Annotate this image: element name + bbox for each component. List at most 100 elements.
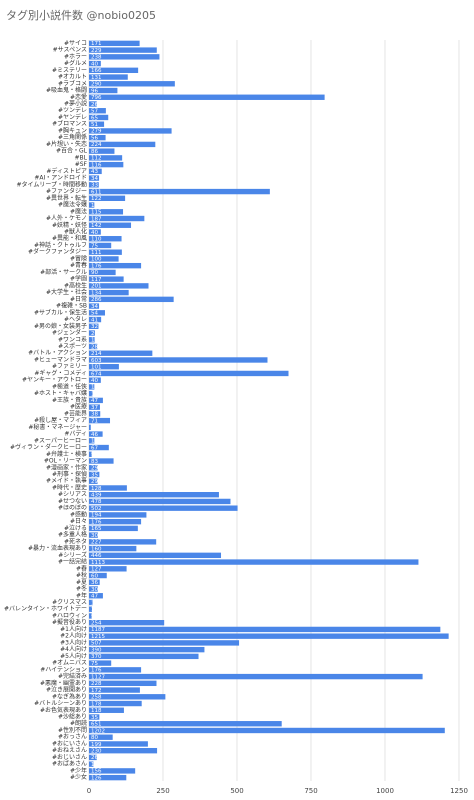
value-label: 41 — [91, 317, 98, 323]
y-tick-label: #多重人格 — [58, 531, 87, 539]
bar — [89, 774, 127, 781]
value-label: 20 — [91, 331, 98, 337]
bar — [89, 390, 93, 397]
value-label: 279 — [91, 129, 102, 135]
y-tick-label: #冬 — [76, 585, 87, 593]
y-tick-label: #泣き展開あり — [46, 686, 87, 694]
bar — [89, 330, 95, 336]
bar — [89, 377, 101, 383]
y-tick-label: #ヤンキー・アウトロー — [22, 376, 87, 384]
y-tick-label: #ディストピア — [46, 167, 87, 175]
value-label: 37 — [91, 405, 98, 411]
bar — [89, 202, 95, 208]
value-label: 19 — [91, 338, 98, 344]
y-tick-label: #2人向け — [60, 632, 87, 640]
y-tick-label: #刑事・探偵 — [52, 470, 87, 478]
y-tick-label: #殺し屋・マフィア — [34, 416, 87, 424]
bar — [89, 67, 139, 74]
y-tick-label: #医療 — [70, 403, 87, 411]
bar — [89, 101, 97, 107]
bar — [89, 552, 222, 559]
bar — [89, 249, 122, 255]
bar — [89, 606, 92, 612]
y-tick-label: #ギャグ・コメディ — [34, 369, 87, 377]
value-label: 12 — [91, 391, 98, 397]
value-label: 6 — [91, 425, 95, 431]
value-label: 1127 — [91, 674, 105, 680]
bar — [89, 727, 445, 734]
y-tick-label: #おっさん — [58, 734, 87, 741]
y-tick-label: #ツンデレ — [58, 106, 87, 114]
bar — [89, 633, 449, 639]
y-tick-label: #日々 — [70, 518, 87, 525]
bar — [89, 289, 129, 296]
value-label: 446 — [91, 553, 102, 559]
bar — [89, 714, 100, 720]
value-label: 178 — [91, 701, 102, 707]
bar — [89, 60, 101, 67]
value-label: 160 — [91, 546, 102, 552]
value-label: 507 — [91, 641, 102, 647]
bar — [89, 364, 119, 370]
y-tick-label: #オカルト — [58, 74, 87, 81]
bar — [89, 155, 123, 161]
y-tick-label: #日常 — [70, 295, 87, 303]
y-tick-label: #サブカル・保生活 — [34, 308, 87, 316]
bar — [89, 316, 102, 323]
y-tick-label: #ホスト・キャバ嬢 — [34, 389, 87, 397]
bar — [89, 108, 106, 114]
y-tick-label: #ほのぼの — [58, 505, 87, 512]
y-tick-label: #スーパーヒーロー — [34, 437, 87, 444]
value-label: 13 — [91, 600, 98, 606]
y-tick-label: #獣人化 — [64, 227, 87, 235]
value-label: 80 — [91, 735, 98, 741]
y-tick-label: #魔法 — [70, 207, 87, 215]
bar — [89, 646, 205, 653]
bar — [89, 236, 122, 242]
y-tick-label: #恋愛 — [70, 93, 87, 101]
bar — [89, 518, 142, 525]
y-tick-label: #秋 — [76, 571, 87, 579]
value-label: 611 — [91, 189, 102, 195]
value-label: 67 — [91, 445, 98, 451]
y-tick-label: #ミステリー — [52, 67, 87, 74]
y-tick-label: #おねえさん — [52, 747, 87, 754]
value-label: 115 — [91, 210, 102, 216]
bar — [89, 283, 149, 289]
bar — [89, 303, 100, 309]
y-tick-label: #泣ける — [64, 524, 87, 532]
bar — [89, 209, 124, 215]
bar — [89, 579, 100, 585]
bar — [89, 148, 115, 154]
bar — [89, 276, 124, 282]
bar — [89, 444, 109, 451]
y-tick-label: #お色気表現あり — [40, 706, 87, 714]
value-label: 18 — [91, 385, 98, 391]
value-label: 651 — [91, 722, 102, 728]
value-label: 32 — [91, 324, 98, 330]
y-tick-label: #少女 — [70, 773, 87, 781]
bar — [89, 337, 95, 343]
y-tick-label: #片想い・失恋 — [46, 140, 87, 148]
y-tick-label: #異能・和風 — [52, 234, 87, 242]
bar — [89, 397, 103, 404]
y-tick-label: #擬音役あり — [52, 618, 87, 626]
value-label: 33 — [91, 183, 98, 189]
value-label: 18 — [91, 203, 98, 209]
value-label: 29 — [91, 466, 98, 472]
bar — [89, 242, 112, 249]
x-tick-label: 250 — [156, 787, 169, 795]
value-label: 65 — [91, 115, 98, 121]
y-tick-label: #死ネタ — [64, 537, 87, 545]
y-tick-label: #ブロマンス — [52, 120, 87, 128]
y-tick-label: #AI・アンドロイド — [34, 175, 87, 182]
bar — [89, 667, 142, 673]
y-tick-label: #高校生 — [64, 281, 87, 289]
value-label: 47 — [91, 398, 98, 404]
bar — [89, 741, 148, 747]
bar — [89, 54, 160, 60]
bar — [89, 161, 124, 168]
y-tick-label: #朗読 — [70, 719, 87, 727]
y-tick-label: #暴力・流血表現あり — [28, 544, 87, 552]
bar — [89, 215, 145, 222]
